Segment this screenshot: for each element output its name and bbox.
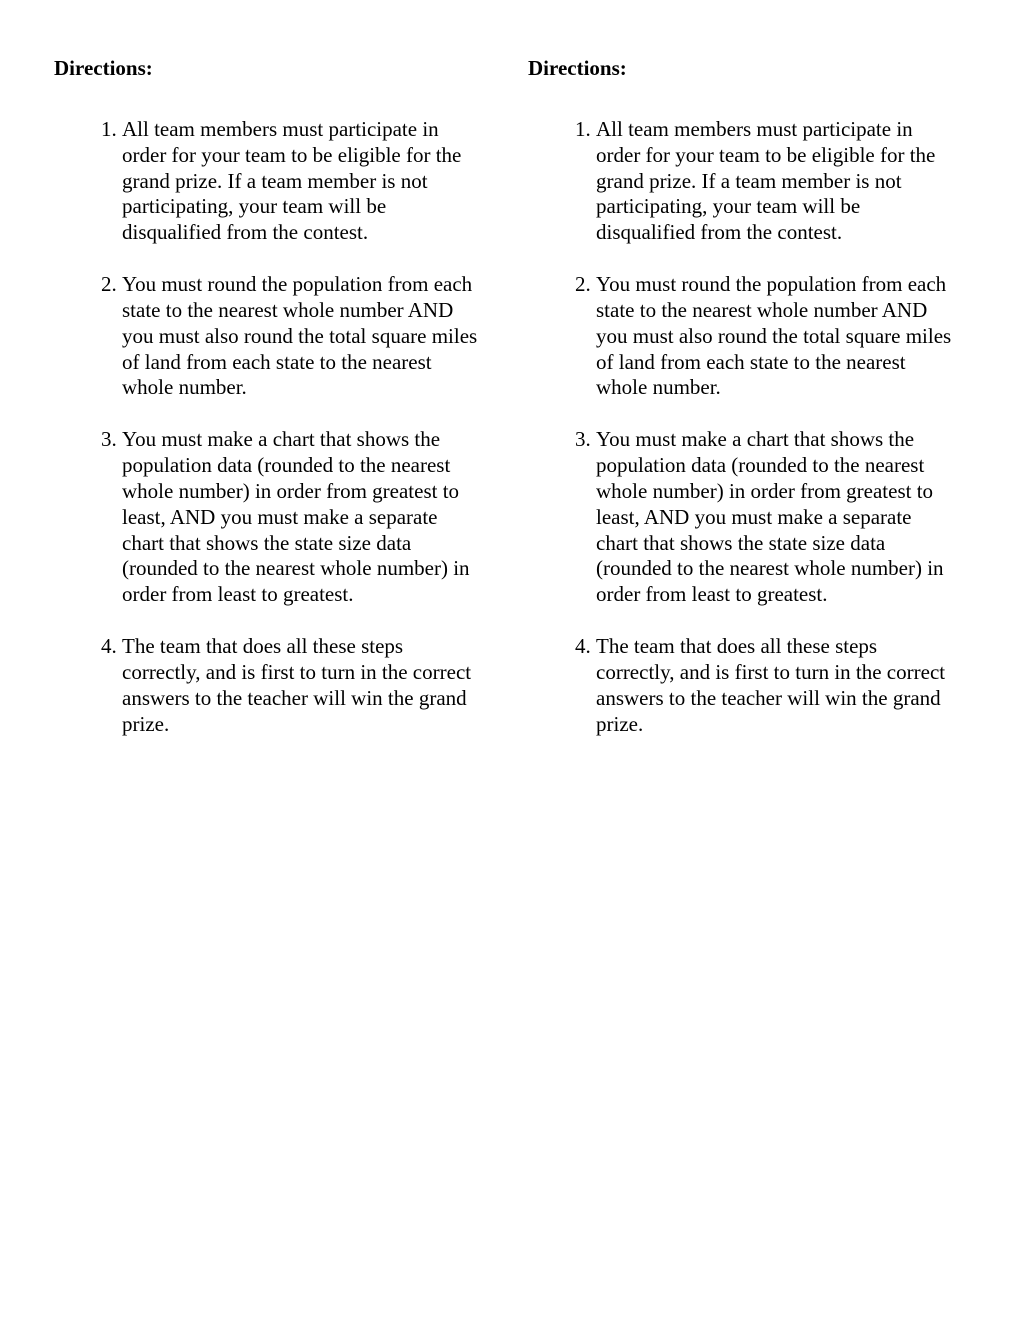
- left-heading: Directions:: [54, 56, 492, 81]
- left-column: Directions: All team members must partic…: [54, 56, 492, 763]
- list-item: The team that does all these steps corre…: [596, 634, 966, 737]
- list-item: You must make a chart that shows the pop…: [596, 427, 966, 608]
- right-column: Directions: All team members must partic…: [528, 56, 966, 763]
- list-item: All team members must participate in ord…: [596, 117, 966, 246]
- left-list: All team members must participate in ord…: [54, 117, 492, 737]
- list-item: All team members must participate in ord…: [122, 117, 492, 246]
- list-item: The team that does all these steps corre…: [122, 634, 492, 737]
- two-column-layout: Directions: All team members must partic…: [54, 56, 966, 763]
- right-heading: Directions:: [528, 56, 966, 81]
- right-list: All team members must participate in ord…: [528, 117, 966, 737]
- list-item: You must round the population from each …: [596, 272, 966, 401]
- list-item: You must round the population from each …: [122, 272, 492, 401]
- list-item: You must make a chart that shows the pop…: [122, 427, 492, 608]
